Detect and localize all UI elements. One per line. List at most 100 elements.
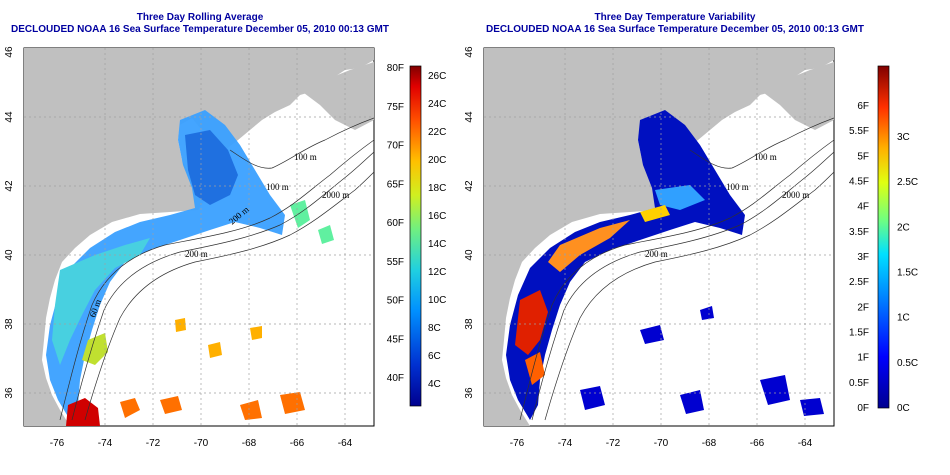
right-map: 100 m 100 m 2000 m 200 m -76 -74 -72 -70… — [464, 46, 835, 449]
right-lat-tick-5: 36 — [464, 387, 475, 399]
left-colorbar-c-label-3: 20C — [428, 155, 446, 166]
right-colorbar-f-label-3: 4.5F — [849, 177, 869, 188]
right-colorbar-f-label-4: 4F — [857, 202, 869, 213]
right-colorbar-c-label-5: 0.5C — [897, 358, 918, 369]
left-title-line2: DECLOUDED NOAA 16 Sea Surface Temperatur… — [11, 24, 389, 35]
right-lon-tick-6: -64 — [798, 438, 813, 449]
left-colorbar-f-label-6: 50F — [387, 296, 404, 307]
left-colorbar-c-label-11: 4C — [428, 379, 441, 390]
left-lat-tick-0: 46 — [4, 46, 15, 58]
left-isobaths — [59, 117, 374, 421]
right-colorbar: 6F 5.5F 5F 4.5F 4F 3.5F 3F 2.5F 2F 1.5F 1F 0.5F 0F 3… — [849, 65, 918, 414]
right-var-red — [515, 290, 548, 355]
left-map: 100 m 100 m 2000 m 200 m 60 m 200 m -76 … — [4, 46, 375, 449]
right-colorbar-f-label-2: 5F — [857, 151, 869, 162]
left-colorbar-c-label-5: 16C — [428, 211, 446, 222]
left-colorbar-c-label-10: 6C — [428, 351, 441, 362]
left-colorbar-f-label-0: 80F — [387, 63, 404, 74]
right-title: Three Day Temperature Variability DECLOU… — [440, 12, 910, 36]
left-colorbar-c-label-9: 8C — [428, 323, 441, 334]
left-lon-tick-3: -70 — [194, 438, 209, 449]
left-colorbar-c-label-7: 12C — [428, 267, 446, 278]
right-contour-label-4: 200 m — [645, 249, 668, 259]
left-colorbar-c-label-0: 26C — [428, 71, 446, 82]
right-lon-tick-0: -76 — [510, 438, 525, 449]
right-title-line1: Three Day Temperature Variability — [594, 12, 756, 23]
left-lat-tick-4: 38 — [4, 318, 15, 330]
left-colorbar-c-label-6: 14C — [428, 239, 446, 250]
left-sst-warm-patch — [82, 333, 108, 365]
right-contour-label-3: 2000 m — [782, 190, 809, 200]
right-lon-tick-5: -66 — [750, 438, 765, 449]
right-var-shelfbreak — [548, 220, 630, 272]
left-colorbar-f-label-1: 75F — [387, 102, 404, 113]
left-colorbar-f-label-7: 45F — [387, 334, 404, 345]
right-colorbar-c-label-6: 0C — [897, 403, 910, 414]
left-colorbar-f-label-8: 40F — [387, 373, 404, 384]
left-land-nova-scotia — [300, 62, 374, 130]
right-lon-tick-2: -72 — [606, 438, 621, 449]
left-colorbar-f-label-4: 60F — [387, 218, 404, 229]
left-lon-tick-1: -74 — [98, 438, 113, 449]
right-title-line2: DECLOUDED NOAA 16 Sea Surface Temperatur… — [486, 24, 864, 35]
right-colorbar-f-label-0: 6F — [857, 101, 869, 112]
left-contour-label-4: 200 m — [185, 249, 208, 259]
left-lon-tick-2: -72 — [146, 438, 161, 449]
right-colorbar-f-label-10: 1F — [857, 353, 869, 364]
left-lat-tick-5: 36 — [4, 387, 15, 399]
left-lon-tick-6: -64 — [338, 438, 353, 449]
right-colorbar-c-label-0: 3C — [897, 132, 910, 143]
left-sst-gulfstream — [66, 398, 100, 426]
left-colorbar-gradient — [409, 65, 422, 407]
left-lon-tick-0: -76 — [50, 438, 65, 449]
right-colorbar-f-label-6: 3F — [857, 252, 869, 263]
left-sst-offshore — [290, 200, 334, 244]
right-lon-tick-4: -68 — [702, 438, 717, 449]
left-title: Three Day Rolling Average DECLOUDED NOAA… — [0, 12, 400, 36]
right-lat-tick-4: 38 — [464, 318, 475, 330]
right-colorbar-gradient — [877, 65, 890, 409]
left-contour-label-1: 100 m — [294, 152, 317, 162]
right-lat-tick-0: 46 — [464, 46, 475, 58]
left-land — [24, 48, 374, 426]
right-colorbar-f-label-1: 5.5F — [849, 126, 869, 137]
right-var-orange — [525, 352, 545, 385]
left-contour-label-2: 100 m — [266, 182, 289, 192]
right-colorbar-c-label-4: 1C — [897, 313, 910, 324]
right-isobaths — [519, 117, 834, 421]
left-colorbar-c-label-1: 24C — [428, 99, 446, 110]
right-var-mid — [655, 185, 705, 210]
left-sst-spots — [175, 318, 262, 358]
left-lat-tick-3: 40 — [4, 249, 15, 261]
right-colorbar-c-label-2: 2C — [897, 222, 910, 233]
left-title-line1: Three Day Rolling Average — [136, 12, 264, 23]
left-colorbar-f-label-3: 65F — [387, 179, 404, 190]
left-colorbar-c-label-4: 18C — [428, 183, 446, 194]
left-graticule — [24, 48, 374, 426]
right-colorbar-f-label-9: 1.5F — [849, 328, 869, 339]
left-colorbar: 80F 75F 70F 65F 60F 55F 50F 45F 40F 26C 24C 22C 20C… — [387, 63, 446, 407]
left-sst-warm-eddies — [120, 392, 305, 420]
right-colorbar-f-label-5: 3.5F — [849, 227, 869, 238]
left-lat-tick-1: 44 — [4, 111, 15, 123]
left-lon-tick-4: -68 — [242, 438, 257, 449]
right-land-nova-scotia — [760, 62, 834, 130]
left-colorbar-c-label-2: 22C — [428, 127, 446, 138]
right-lat-tick-2: 42 — [464, 180, 475, 192]
right-colorbar-c-label-1: 2.5C — [897, 177, 918, 188]
right-colorbar-f-label-8: 2F — [857, 302, 869, 313]
left-sst-midatlantic — [52, 238, 150, 365]
left-contour-label-3: 2000 m — [322, 190, 349, 200]
left-lat-tick-2: 42 — [4, 180, 15, 192]
right-var-yellow — [640, 205, 670, 222]
right-lat-tick-3: 40 — [464, 249, 475, 261]
right-lat-tick-1: 44 — [464, 111, 475, 123]
right-colorbar-c-label-3: 1.5C — [897, 268, 918, 279]
right-colorbar-f-label-7: 2.5F — [849, 277, 869, 288]
right-land — [484, 48, 834, 426]
left-colorbar-f-label-2: 70F — [387, 141, 404, 152]
right-var-spots — [580, 306, 824, 416]
left-lon-tick-5: -66 — [290, 438, 305, 449]
left-colorbar-c-label-8: 10C — [428, 295, 446, 306]
